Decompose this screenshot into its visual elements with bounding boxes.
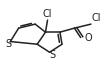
Text: S: S bbox=[5, 39, 11, 49]
Text: Cl: Cl bbox=[42, 9, 52, 19]
Text: S: S bbox=[50, 50, 56, 60]
Text: Cl: Cl bbox=[92, 13, 102, 23]
Text: O: O bbox=[85, 33, 92, 43]
